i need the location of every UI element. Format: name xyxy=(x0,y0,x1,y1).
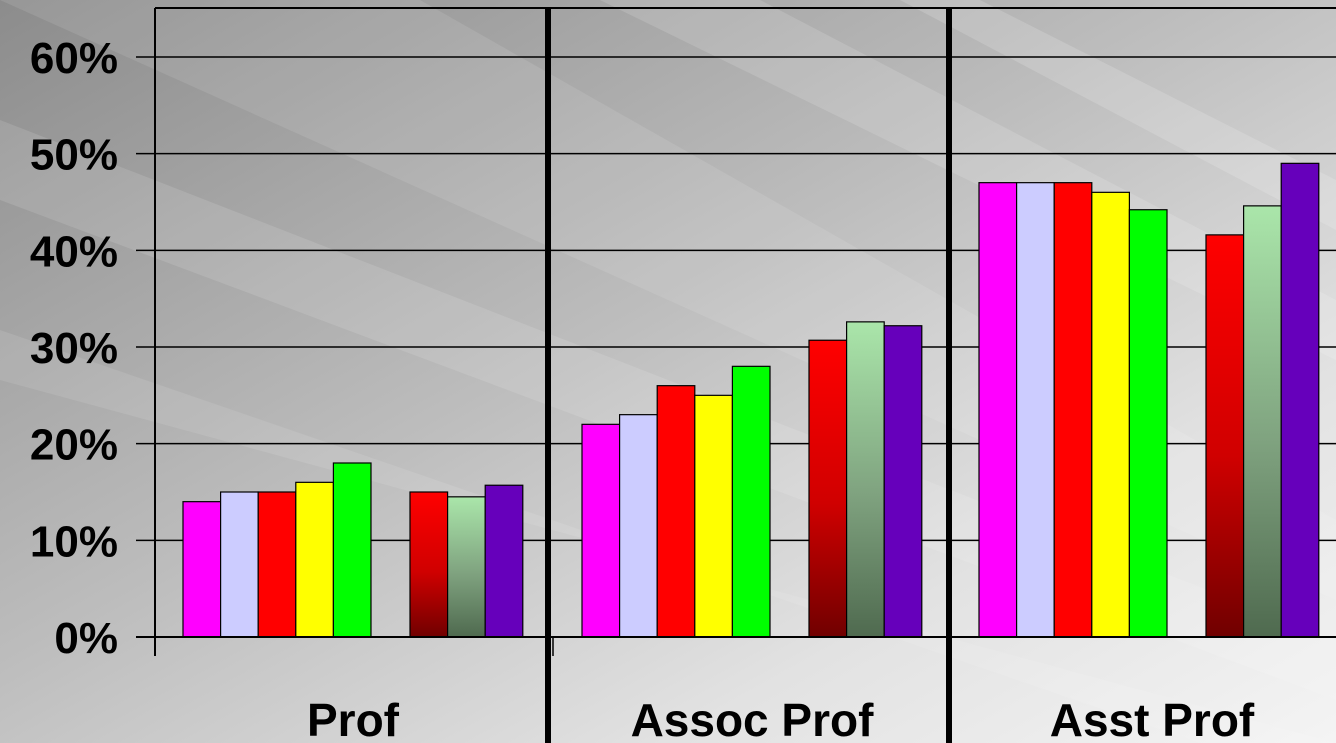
bar xyxy=(220,491,259,638)
category-labels: Prof Assoc Prof Asst Prof xyxy=(307,694,1255,743)
bar xyxy=(1091,191,1131,638)
bar xyxy=(182,501,222,638)
y-tick-label: 20% xyxy=(30,421,118,470)
bar xyxy=(694,394,733,638)
bar xyxy=(295,481,334,638)
bar xyxy=(618,414,658,638)
bar xyxy=(883,325,923,638)
y-axis-tick-labels: 0% 10% 20% 30% 40% 50% 60% xyxy=(30,34,118,663)
bar xyxy=(332,462,372,638)
bar xyxy=(845,321,885,638)
bar xyxy=(484,484,524,638)
bar xyxy=(656,385,696,638)
bar xyxy=(1242,205,1282,638)
category-label: Assoc Prof xyxy=(631,694,875,743)
bar xyxy=(808,339,848,638)
bar xyxy=(409,491,449,638)
bar xyxy=(978,182,1018,638)
bar xyxy=(731,365,771,638)
plot-frame xyxy=(136,7,1336,743)
y-tick-label: 0% xyxy=(54,614,118,663)
bar xyxy=(1280,162,1320,638)
y-tick-label: 60% xyxy=(30,34,118,83)
bar xyxy=(1053,182,1093,638)
bar xyxy=(581,423,621,638)
y-tick-label: 10% xyxy=(30,517,118,566)
bar xyxy=(447,496,486,638)
y-tick-label: 40% xyxy=(30,227,118,276)
category-label: Prof xyxy=(307,694,400,743)
y-tick-label: 50% xyxy=(30,131,118,180)
bar xyxy=(1128,209,1168,638)
bar xyxy=(1015,182,1055,638)
y-tick-label: 30% xyxy=(30,324,118,373)
bar xyxy=(1205,234,1245,638)
bars xyxy=(182,162,1320,638)
category-label: Asst Prof xyxy=(1050,694,1255,743)
bar xyxy=(257,491,297,638)
